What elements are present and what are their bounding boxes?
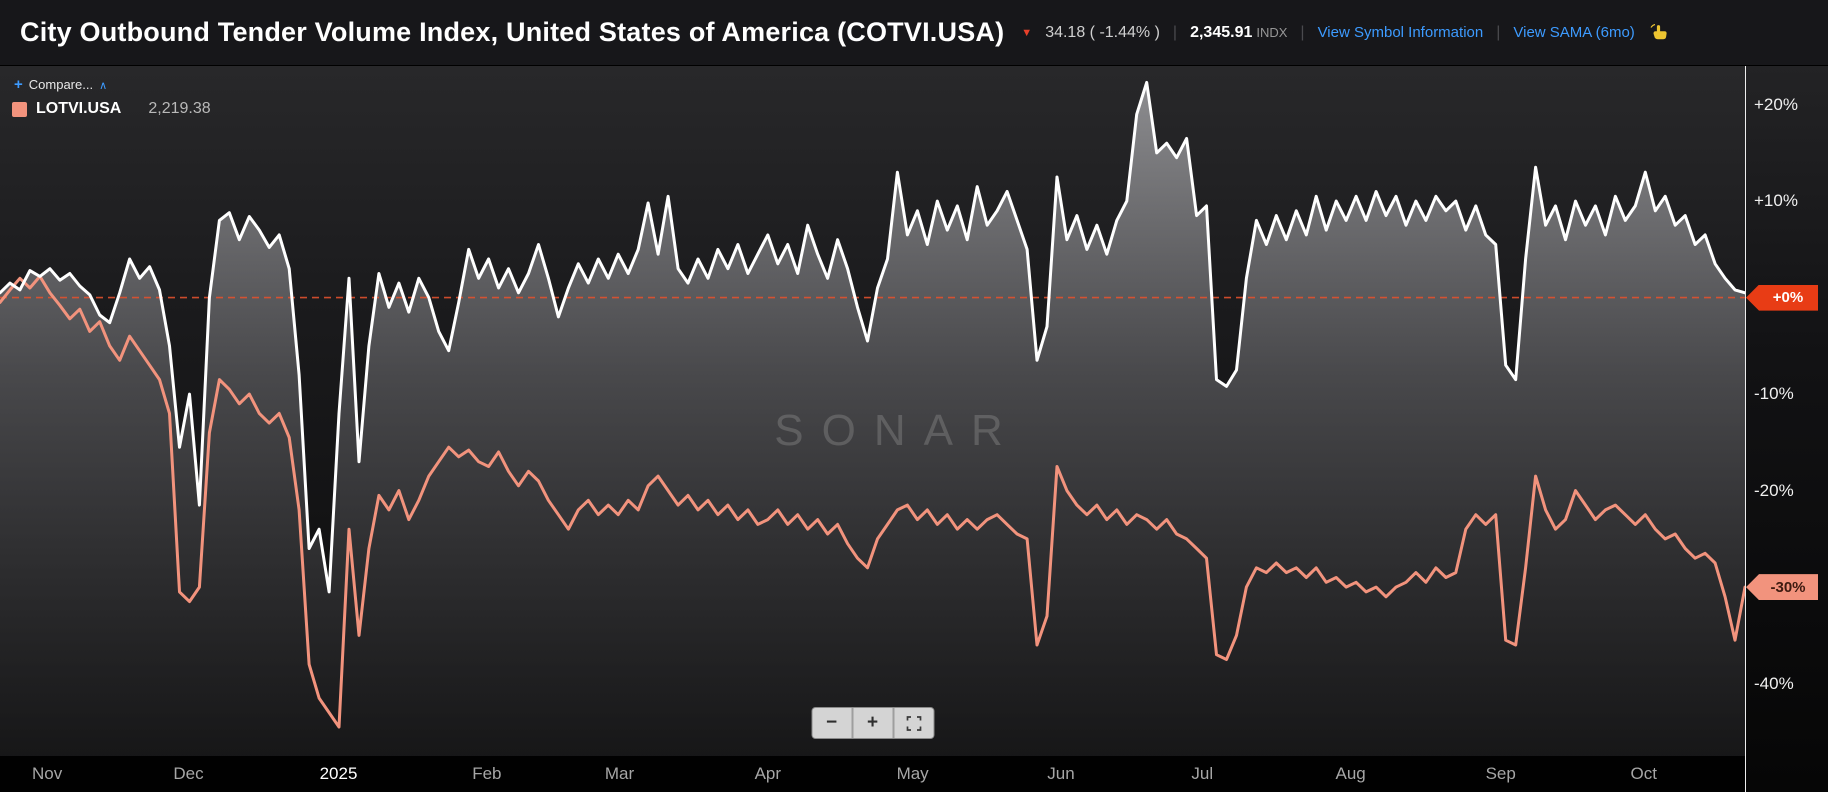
last-index-value: 2,345.91 INDX	[1190, 24, 1287, 42]
x-tick-label: Mar	[604, 764, 635, 783]
view-symbol-information-link[interactable]: View Symbol Information	[1317, 24, 1484, 41]
x-tick-label: Oct	[1630, 764, 1658, 783]
fullscreen-button[interactable]	[894, 708, 933, 738]
y-tick-label: +20%	[1754, 94, 1798, 114]
cotvi-last-value-badge: +0%	[1746, 284, 1818, 311]
x-tick-label: 2025	[319, 764, 358, 783]
chart-main: + Compare... ∧ LOTVI.USA 2,219.38 SONAR …	[0, 66, 1828, 792]
chart-svg[interactable]	[0, 66, 1745, 756]
x-tick-label: Dec	[173, 764, 204, 783]
change-down-arrow: ▼	[1021, 26, 1033, 39]
lotvi-line	[0, 274, 1745, 729]
y-axis-panel: +20%+10%+0%-10%-20%-30%-40% +0% -30%	[1745, 66, 1828, 792]
chart-plot-area: + Compare... ∧ LOTVI.USA 2,219.38 SONAR …	[0, 66, 1745, 792]
zoom-in-button[interactable]: +	[853, 708, 892, 738]
x-tick-label: Apr	[754, 764, 782, 783]
x-tick-label: Jun	[1047, 764, 1075, 783]
x-tick-label: Nov	[31, 764, 63, 783]
x-tick-label: Aug	[1335, 764, 1366, 783]
change-value: 34.18 ( -1.44% )	[1045, 23, 1160, 41]
cotvi-line	[0, 80, 1745, 594]
legend-item-lotvi[interactable]: LOTVI.USA 2,219.38	[12, 100, 211, 118]
index-unit: INDX	[1256, 24, 1288, 40]
lotvi-last-value-badge: -30%	[1746, 574, 1818, 601]
chevron-up-icon: ∧	[99, 80, 108, 92]
y-tick-label: +10%	[1754, 191, 1798, 211]
separator: |	[1172, 23, 1178, 41]
separator: |	[1496, 23, 1501, 41]
sama-hand-icon	[1650, 24, 1669, 41]
x-tick-label: Feb	[472, 764, 502, 783]
chart-header: City Outbound Tender Volume Index, Unite…	[0, 0, 1828, 66]
legend-value: 2,219.38	[148, 100, 211, 117]
x-tick-label: Jul	[1191, 764, 1214, 783]
plus-icon: +	[14, 76, 23, 93]
legend-symbol: LOTVI.USA	[36, 100, 122, 117]
page-title: City Outbound Tender Volume Index, Unite…	[20, 17, 1005, 47]
compare-label: Compare...	[28, 77, 94, 92]
sonar-watermark: SONAR	[774, 406, 1021, 455]
y-tick-label: -40%	[1754, 673, 1794, 693]
x-tick-label: May	[896, 764, 929, 783]
compare-button[interactable]: + Compare... ∧	[14, 76, 107, 93]
zoom-out-button[interactable]: −	[812, 708, 851, 738]
fullscreen-icon	[906, 715, 921, 731]
lotvi-color-swatch	[12, 101, 27, 117]
zoom-controls: − +	[811, 707, 934, 739]
cotvi-area-fill	[0, 82, 1745, 756]
y-tick-label: -20%	[1754, 480, 1794, 500]
view-sama-link[interactable]: View SAMA (6mo)	[1513, 24, 1635, 41]
x-tick-label: Sep	[1485, 764, 1516, 783]
x-axis-labels: Nov Dec 2025 Feb Mar Apr May Jun Jul Aug Sep Oct	[0, 756, 1745, 792]
index-number: 2,345.91	[1190, 23, 1253, 41]
separator: |	[1300, 23, 1305, 41]
y-tick-label: -10%	[1754, 384, 1794, 404]
